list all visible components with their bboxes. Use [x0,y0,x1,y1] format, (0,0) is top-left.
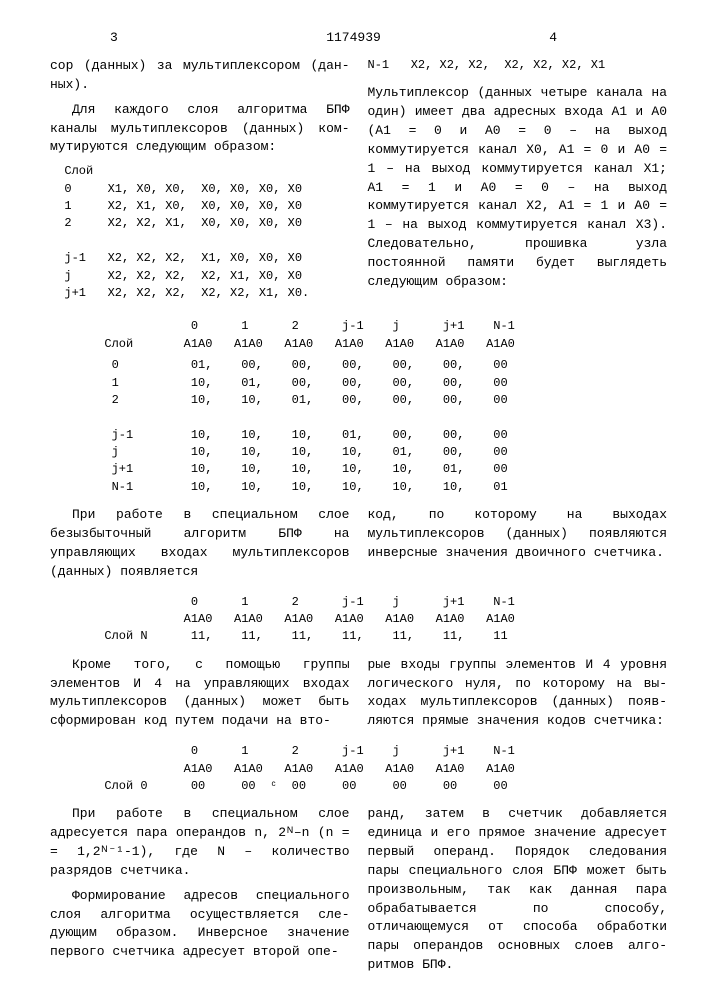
para-code-1: код, по которому на выходах мультиплексо… [368,506,668,563]
mid-columns-1: При работе в специальном слое безызбыточ… [50,506,667,587]
page-num-left: 3 [50,30,334,45]
para-sor: сор (данных) за мультиплексором (дан­ных… [50,57,350,95]
table-layer-n: 0 1 2 j-1 j j+1 N-1 A1A0 A1A0 A1A0 A1A0 … [90,594,667,646]
para-and4-right: рые входы группы элементов И 4 уровня ло… [368,656,668,731]
bottom-right: ранд, затем в счетчик добавляется единиц… [368,805,668,981]
left-column: сор (данных) за мультиплексором (дан­ных… [50,57,350,312]
bottom-columns: При работе в специальном слое адресуется… [50,805,667,981]
page-num-right: 4 [334,30,668,45]
para-and4-left: Кроме того, с помощью группы элементов И… [50,656,350,731]
header: 3 1174939 4 [50,30,667,45]
para-formation: Формирование адресов специального слоя а… [50,887,350,962]
bottom-left: При работе в специальном слое адресуется… [50,805,350,981]
para-mux: Мультиплексор (данных четыре канала на о… [368,84,668,291]
table-a1a0-header: 0 1 2 j-1 j j+1 N-1 Слой A1A0 A1A0 A1A0 … [90,318,667,353]
mid-columns-2: Кроме того, с помощью группы элементов И… [50,656,667,737]
para-rand: ранд, затем в счетчик добавляется единиц… [368,805,668,975]
text: Мультиплексор (данных четыре канала на о… [368,85,668,288]
right-column: N-1 X2, X2, X2, X2, X2, X2, X1 Мультипле… [368,57,668,312]
para-layers: Для каждого слоя алгоритма БПФ каналы му… [50,101,350,158]
row-n-1: N-1 X2, X2, X2, X2, X2, X2, X1 [368,57,668,74]
table-a1a0-body: 0 01, 00, 00, 00, 00, 00, 00 1 10, 01, 0… [90,357,667,496]
top-columns: сор (данных) за мультиплексором (дан­ных… [50,57,667,312]
table-layer-0: 0 1 2 j-1 j j+1 N-1 A1A0 A1A0 A1A0 A1A0 … [90,743,667,795]
table-x-channels: Слой 0 X1, X0, X0, X0, X0, X0, X0 1 X2, … [50,163,350,302]
para-special-1: При работе в специальном слое безызбыточ… [50,506,350,581]
doc-number: 1174939 [326,30,381,45]
para-operands: При работе в специальном слое адресуется… [50,805,350,880]
page: 3 1174939 4 сор (данных) за мультиплексо… [0,0,707,1000]
